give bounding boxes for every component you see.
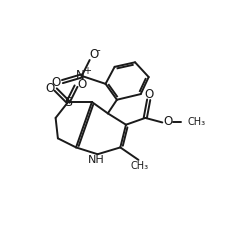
- Text: CH₃: CH₃: [187, 117, 205, 128]
- Text: O: O: [89, 48, 98, 61]
- Text: O: O: [45, 82, 54, 95]
- Text: CH₃: CH₃: [131, 161, 149, 171]
- Text: O: O: [163, 115, 173, 128]
- Text: N: N: [76, 69, 84, 82]
- Text: -: -: [96, 45, 100, 55]
- Text: O: O: [52, 76, 61, 89]
- Text: +: +: [83, 66, 91, 76]
- Text: O: O: [77, 78, 86, 91]
- Text: NH: NH: [88, 155, 104, 165]
- Text: S: S: [64, 95, 72, 109]
- Text: O: O: [145, 87, 154, 101]
